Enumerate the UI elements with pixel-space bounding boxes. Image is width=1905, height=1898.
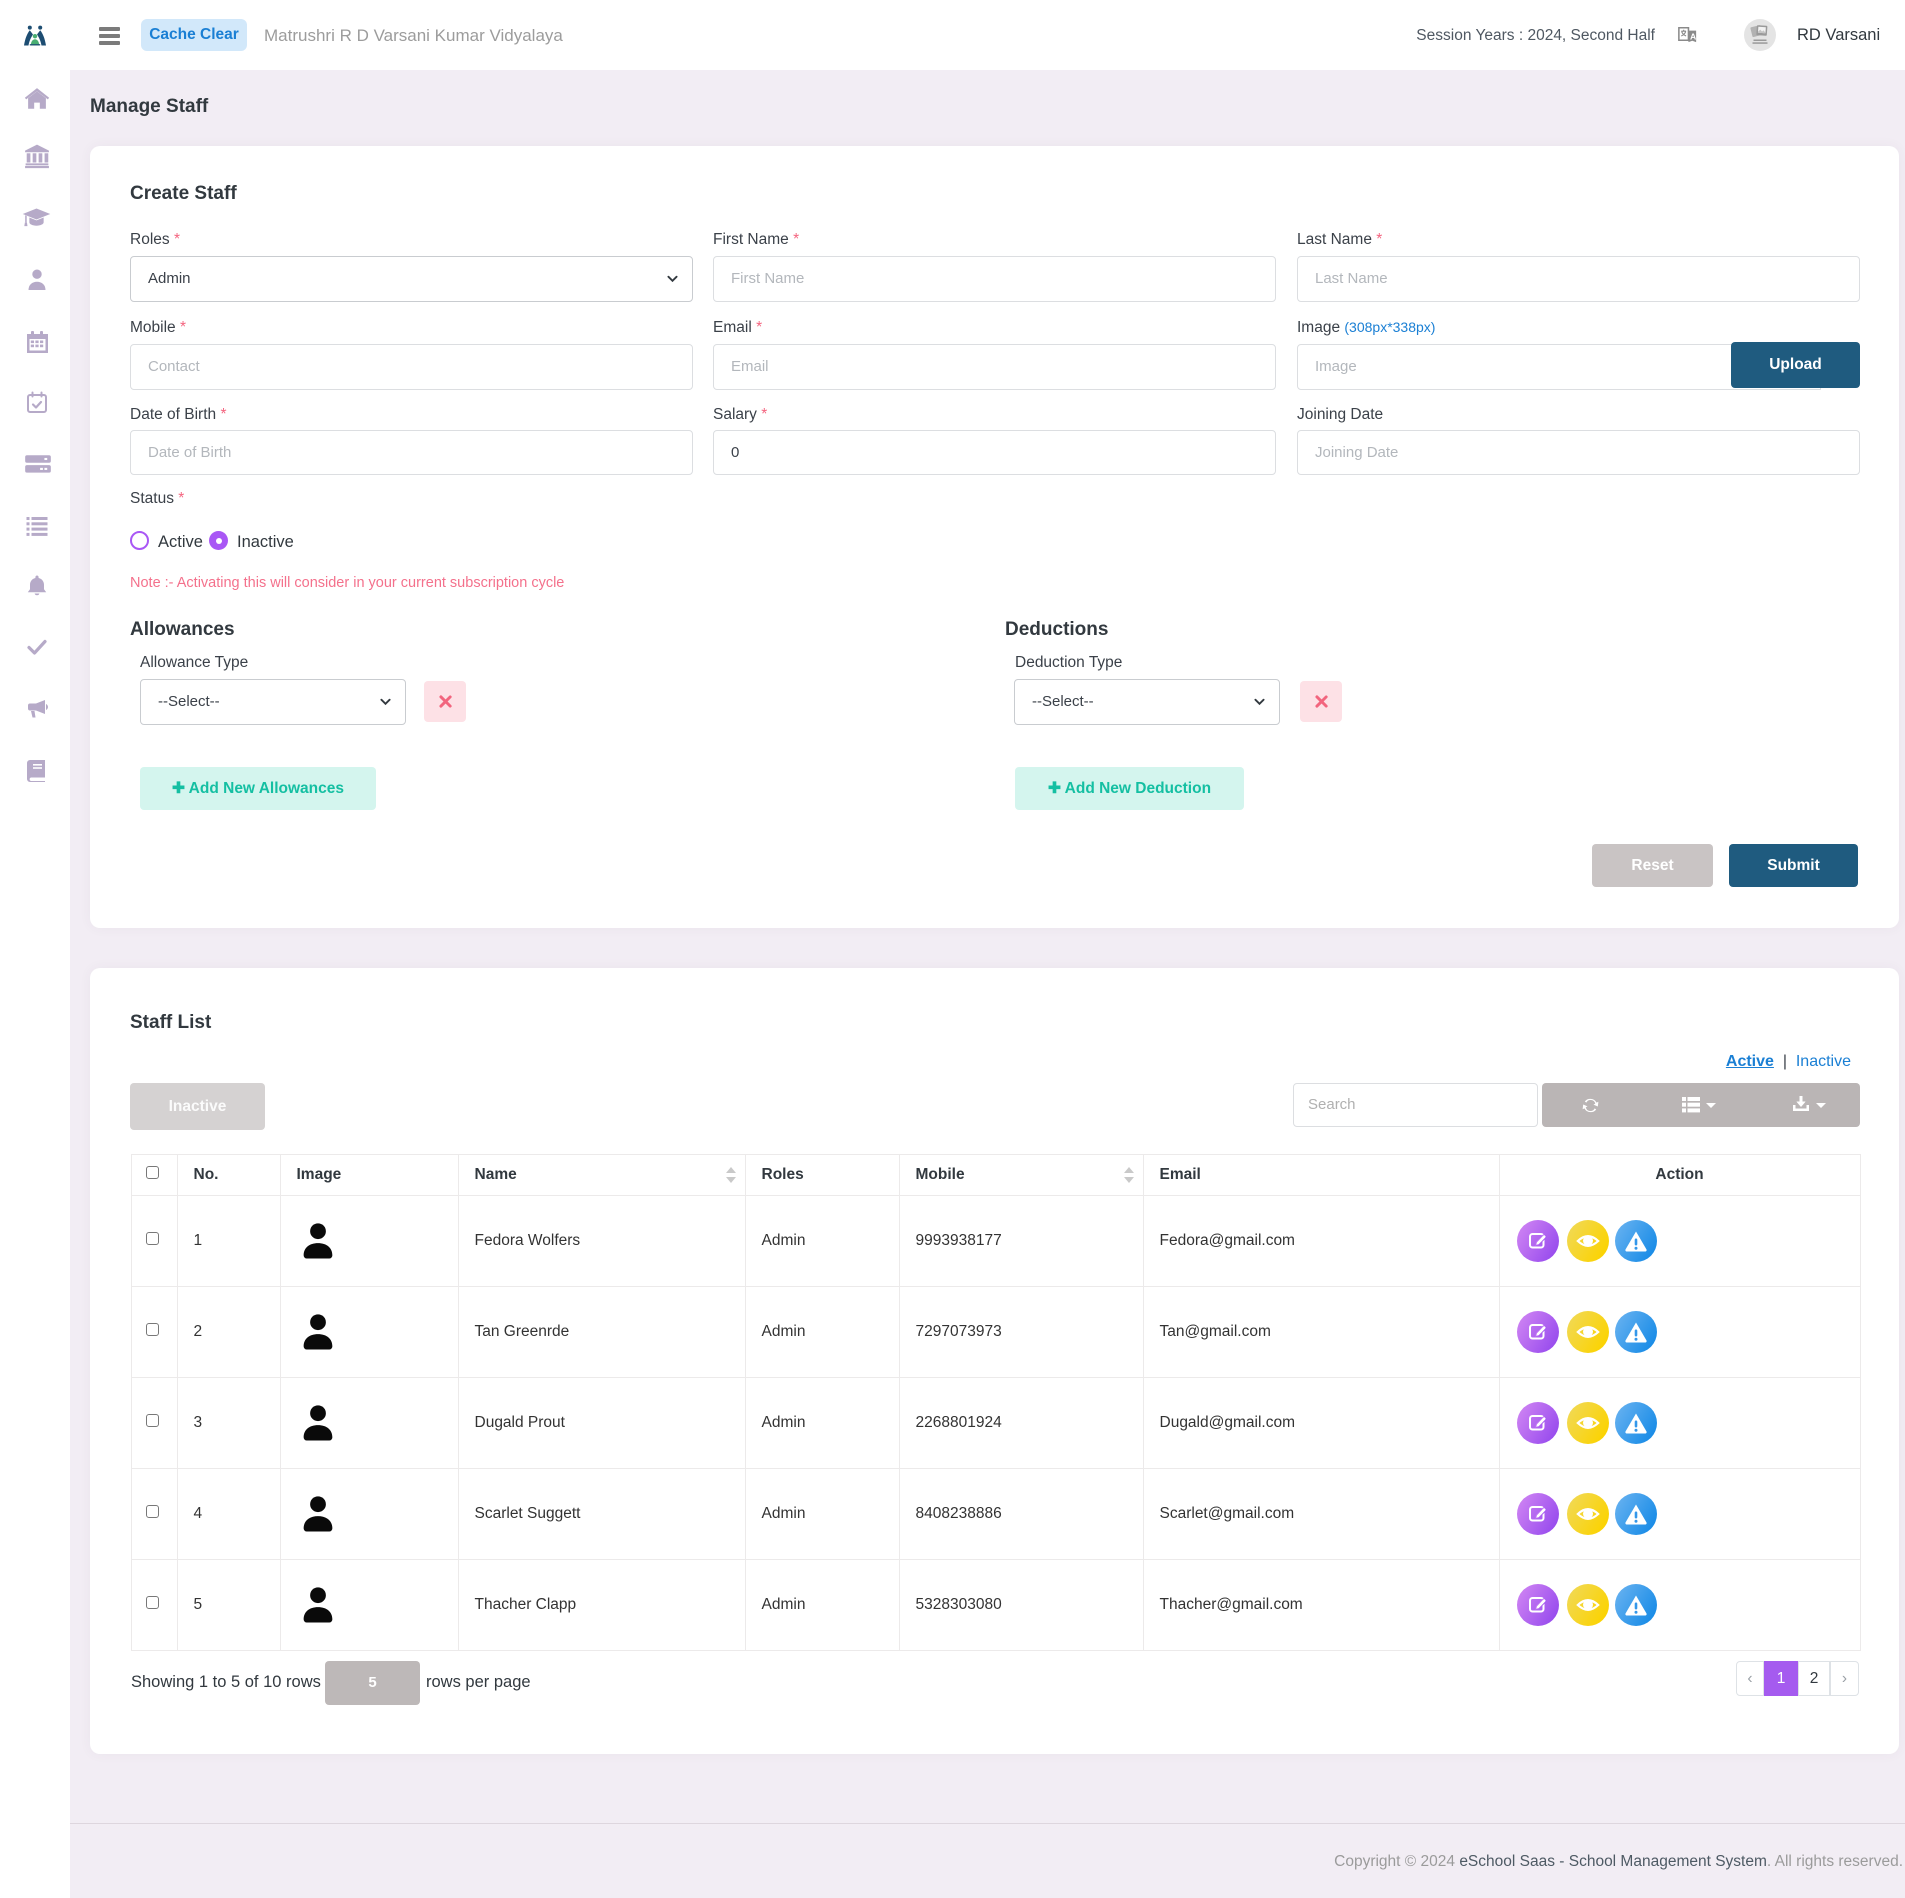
svg-text:A: A bbox=[1690, 31, 1696, 41]
